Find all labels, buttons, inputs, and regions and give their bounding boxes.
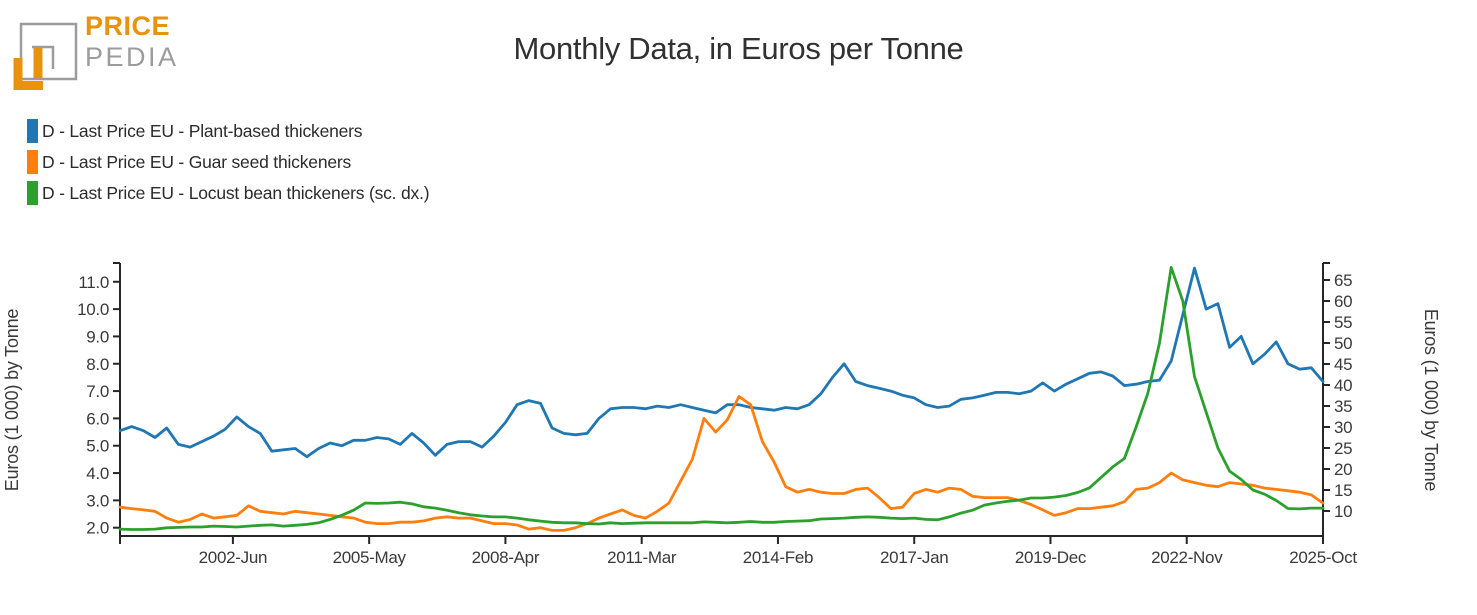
left-axis-tick-label: 8.0 [86, 355, 109, 374]
left-axis-tick-label: 3.0 [86, 491, 109, 510]
right-axis-tick-label: 55 [1334, 313, 1352, 332]
x-axis-tick-label: 2019-Dec [1015, 548, 1087, 567]
legend-item-0: D - Last Price EU - Plant-based thickene… [27, 119, 429, 143]
chart-title: Monthly Data, in Euros per Tonne [513, 31, 964, 66]
left-axis-tick-label: 5.0 [86, 437, 109, 456]
x-axis-tick-label: 2022-Nov [1151, 548, 1223, 567]
legend-swatch [27, 119, 38, 143]
series-line-guar-seed [118, 395, 1325, 532]
right-axis-tick-label: 15 [1334, 481, 1352, 500]
x-axis-tick-label: 2014-Feb [743, 548, 813, 567]
x-axis-tick-label: 2002-Jun [199, 548, 268, 567]
right-axis-tick-label: 65 [1334, 271, 1352, 290]
left-axis-title: Euros (1 000) by Tonne [2, 309, 22, 492]
pricepedia-wordmark: PRICE PEDIA [85, 13, 179, 71]
pricepedia-logo-icon [13, 22, 78, 90]
right-axis-tick-label: 50 [1334, 334, 1352, 353]
legend-label: D - Last Price EU - Locust bean thickene… [42, 182, 430, 203]
x-axis-tick-label: 2008-Apr [472, 548, 540, 567]
legend-label: D - Last Price EU - Plant-based thickene… [42, 120, 363, 141]
x-axis-tick-label: 2025-Oct [1289, 548, 1357, 567]
legend: D - Last Price EU - Plant-based thickene… [27, 119, 430, 212]
legend-item-1: D - Last Price EU - Guar seed thickeners [27, 150, 429, 174]
legend-swatch [27, 150, 38, 174]
right-axis-tick-label: 40 [1334, 376, 1352, 395]
pricepedia-logo: PRICE PEDIA [10, 8, 270, 98]
x-axis-tick-label: 2017-Jan [880, 548, 949, 567]
left-axis-tick-label: 6.0 [86, 409, 109, 428]
legend-item-2: D - Last Price EU - Locust bean thickene… [27, 181, 430, 205]
x-axis-tick-label: 2005-May [333, 548, 407, 567]
right-axis-tick-label: 10 [1334, 502, 1352, 521]
legend-label: D - Last Price EU - Guar seed thickeners [42, 151, 352, 172]
right-axis-tick-label: 45 [1334, 355, 1352, 374]
right-axis-tick-label: 25 [1334, 439, 1352, 458]
left-axis-tick-label: 9.0 [86, 327, 109, 346]
x-axis-tick-label: 2011-Mar [607, 548, 677, 567]
logo-word-price: PRICE [85, 11, 171, 41]
right-axis-tick-label: 35 [1334, 397, 1352, 416]
right-axis-tick-label: 20 [1334, 460, 1352, 479]
left-axis-tick-label: 2.0 [86, 519, 109, 538]
series-line-locust-bean [118, 265, 1325, 531]
right-axis-tick-label: 60 [1334, 292, 1352, 311]
left-axis-tick-label: 10.0 [77, 300, 109, 319]
legend-swatch [27, 181, 38, 205]
left-axis-tick-label: 7.0 [86, 382, 109, 401]
right-axis-tick-label: 30 [1334, 418, 1352, 437]
right-axis-title: Euros (1 000) by Tonne [1421, 309, 1441, 492]
left-axis-tick-label: 4.0 [86, 464, 109, 483]
left-axis-tick-label: 11.0 [78, 273, 109, 292]
logo-word-pedia: PEDIA [85, 42, 179, 72]
series-line-plant-based [118, 266, 1325, 459]
